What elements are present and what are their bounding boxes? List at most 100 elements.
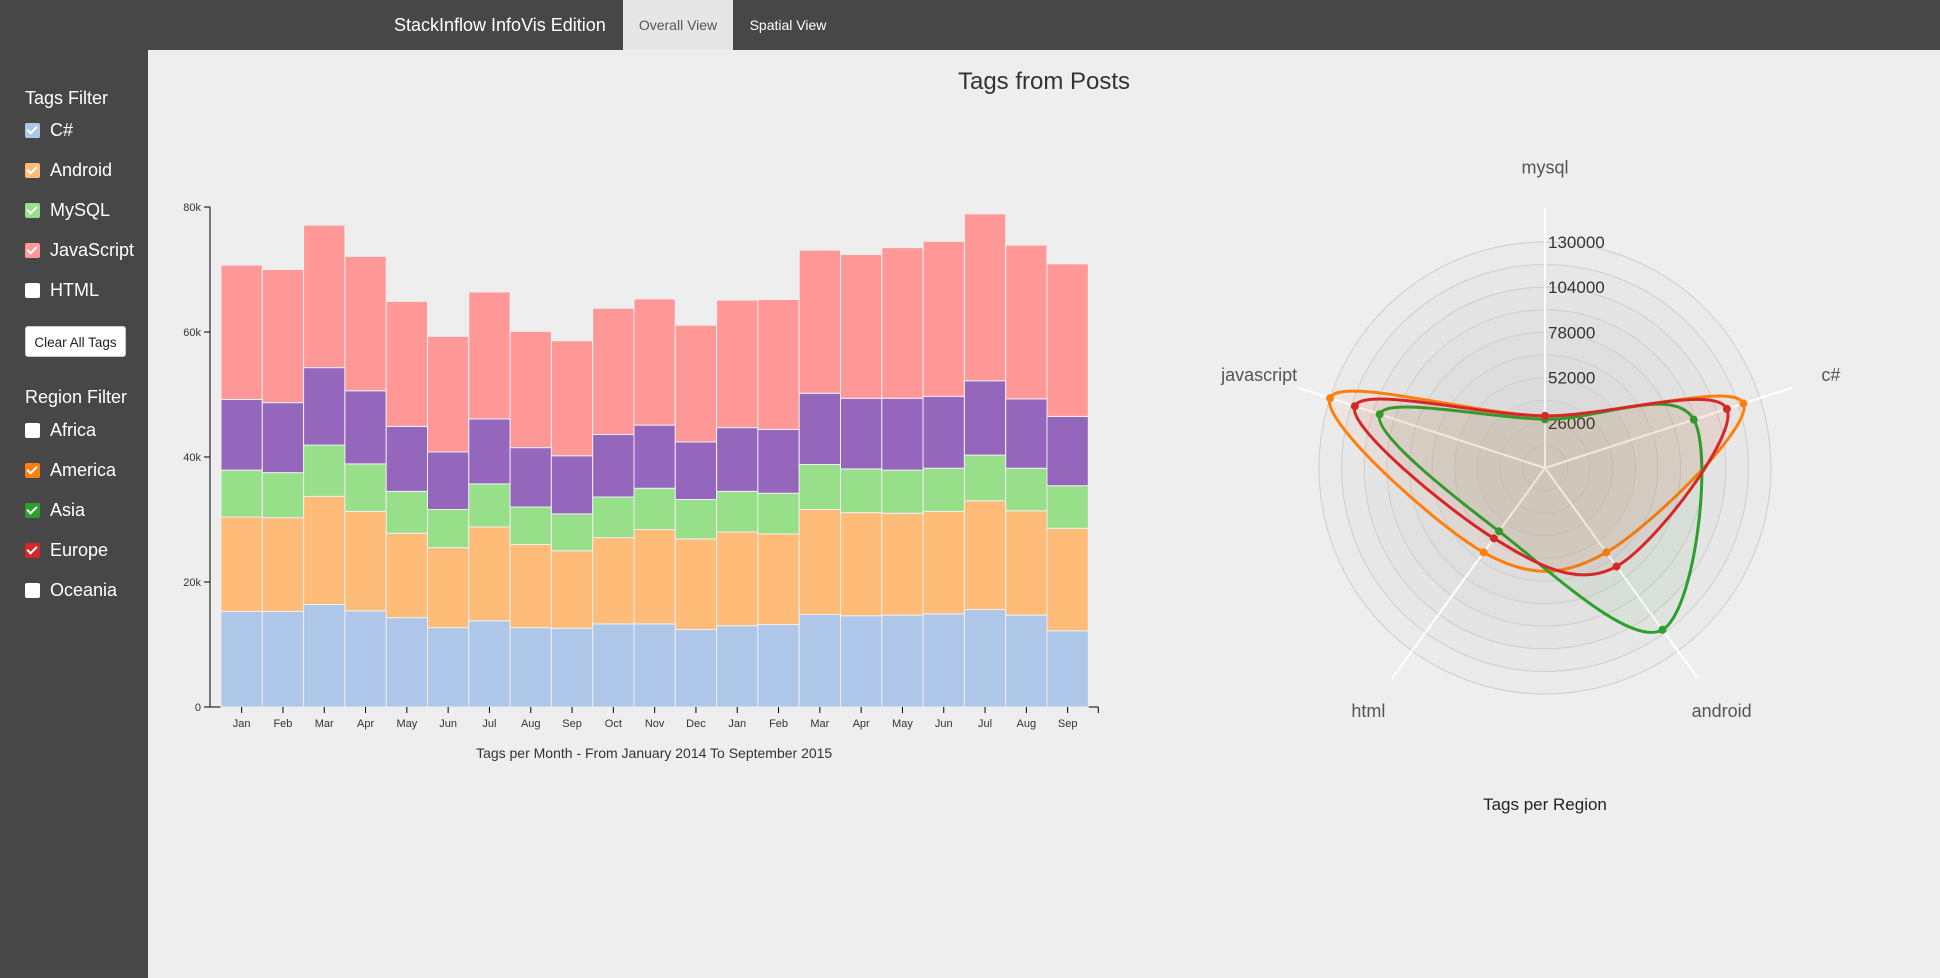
checkbox-mysql[interactable] [25,202,40,218]
bar-segment [674,324,718,443]
bar-segment [881,397,924,471]
x-tick-label: Mar [810,718,829,730]
region-filter-africa[interactable]: Africa [25,418,96,442]
y-tick-label: 80k [183,202,201,214]
radar-axis-label: html [1351,701,1385,721]
radar-axis-line [1544,386,1793,469]
bar-segment [716,531,759,627]
tab-overall-view[interactable]: Overall View [623,0,733,50]
bar-segment [303,367,346,446]
bar-segment [261,472,305,519]
radar-series-area [1328,389,1746,573]
radar-series-area [1377,402,1704,634]
checkbox-oceania[interactable] [25,582,40,598]
top-navbar: StackInflow InfoVis Edition Overall View… [0,0,1940,50]
bar-segment [303,495,346,605]
bar-segment [344,463,387,512]
radar-point [1722,404,1731,413]
bar-segment [674,629,718,708]
radar-axis-label: c# [1821,365,1840,385]
bar-segment [427,451,470,510]
bar-segment [344,390,387,465]
tag-filter-android[interactable]: Android [25,158,112,182]
bar-segment [427,547,470,629]
sidebar: Tags Filter C# Android MySQL JavaScript … [0,50,148,978]
bar-segment [344,510,387,612]
x-tick-label: Jan [233,718,251,730]
x-tick-label: Sep [562,718,582,730]
bar-segment [840,254,883,399]
tag-filter-javascript[interactable]: JavaScript [25,238,134,262]
x-tick-label: Jun [935,718,953,730]
radar-point [1489,534,1498,543]
radar-axis-label: mysql [1521,157,1568,177]
region-filter-oceania[interactable]: Oceania [25,578,117,602]
radar-point [1479,548,1488,557]
checkbox-android[interactable] [25,162,40,178]
bar-segment [674,441,718,500]
bar-segment [509,447,552,508]
page-title: Tags from Posts [957,68,1131,95]
bar-segment [468,291,511,420]
bar-segment [261,269,305,404]
tag-label-html: HTML [50,279,99,300]
bar-segment [798,392,842,465]
bar-segment [757,299,800,430]
checkbox-africa[interactable] [25,422,40,438]
bar-segment [509,627,552,708]
tag-label-csharp: C# [50,119,74,140]
radar-tick-label: 52000 [1548,369,1595,388]
bar-segment [757,429,800,494]
x-tick-label: Jul [482,718,496,730]
x-tick-label: May [396,718,417,730]
checkbox-csharp[interactable] [25,122,40,138]
bar-segment [592,537,635,625]
bar-segment [303,444,346,497]
tag-filter-mysql[interactable]: MySQL [25,198,110,222]
checkbox-html[interactable] [25,282,40,298]
bar-segment [1005,244,1048,400]
bar-segment [633,298,676,426]
bar-chart-caption: Tags per Month - From January 2014 To Se… [476,745,832,761]
checkbox-javascript[interactable] [25,242,40,258]
bar-segment [633,623,676,708]
bar-segment [427,627,470,708]
checkbox-europe[interactable] [25,542,40,558]
tags-filter-title: Tags Filter [25,88,109,108]
bar-segment [1046,263,1089,417]
region-label-europe: Europe [50,539,109,560]
radar-point [1612,562,1621,571]
bar-segment [716,299,759,429]
region-filter-europe[interactable]: Europe [25,538,108,562]
radar-point [1495,527,1504,536]
tag-filter-csharp[interactable]: C# [25,118,73,142]
bar-segment [468,418,511,485]
x-tick-label: Aug [521,718,541,730]
bar-segment [509,506,552,545]
bar-segment [509,544,552,629]
bar-segment [261,517,305,612]
bar-segment [468,526,511,622]
bar-segment [633,424,676,489]
x-tick-label: Oct [605,718,622,730]
tab-spatial-view[interactable]: Spatial View [749,17,827,33]
bar-segment [592,496,635,539]
tag-filter-html[interactable]: HTML [25,278,99,302]
bar-segment [385,300,428,427]
bar-segment [757,624,800,708]
radar-axis-label: android [1692,701,1752,721]
region-filter-america[interactable]: America [25,458,116,482]
bar-segment [427,335,470,453]
bar-segment [840,512,883,617]
bar-segment [716,625,759,708]
bar-segment [220,264,263,400]
checkbox-america[interactable] [25,462,40,478]
radar-axis-line [1544,467,1699,679]
app-title[interactable]: StackInflow InfoVis Edition [394,15,606,35]
radar-chart: mysqlc#androidhtmljavascript260005200078… [1220,157,1840,814]
clear-all-tags-button[interactable]: Clear All Tags [25,326,126,357]
checkbox-asia[interactable] [25,502,40,518]
region-filter-asia[interactable]: Asia [25,498,85,522]
bar-segment [922,240,965,397]
x-tick-label: May [892,718,913,730]
